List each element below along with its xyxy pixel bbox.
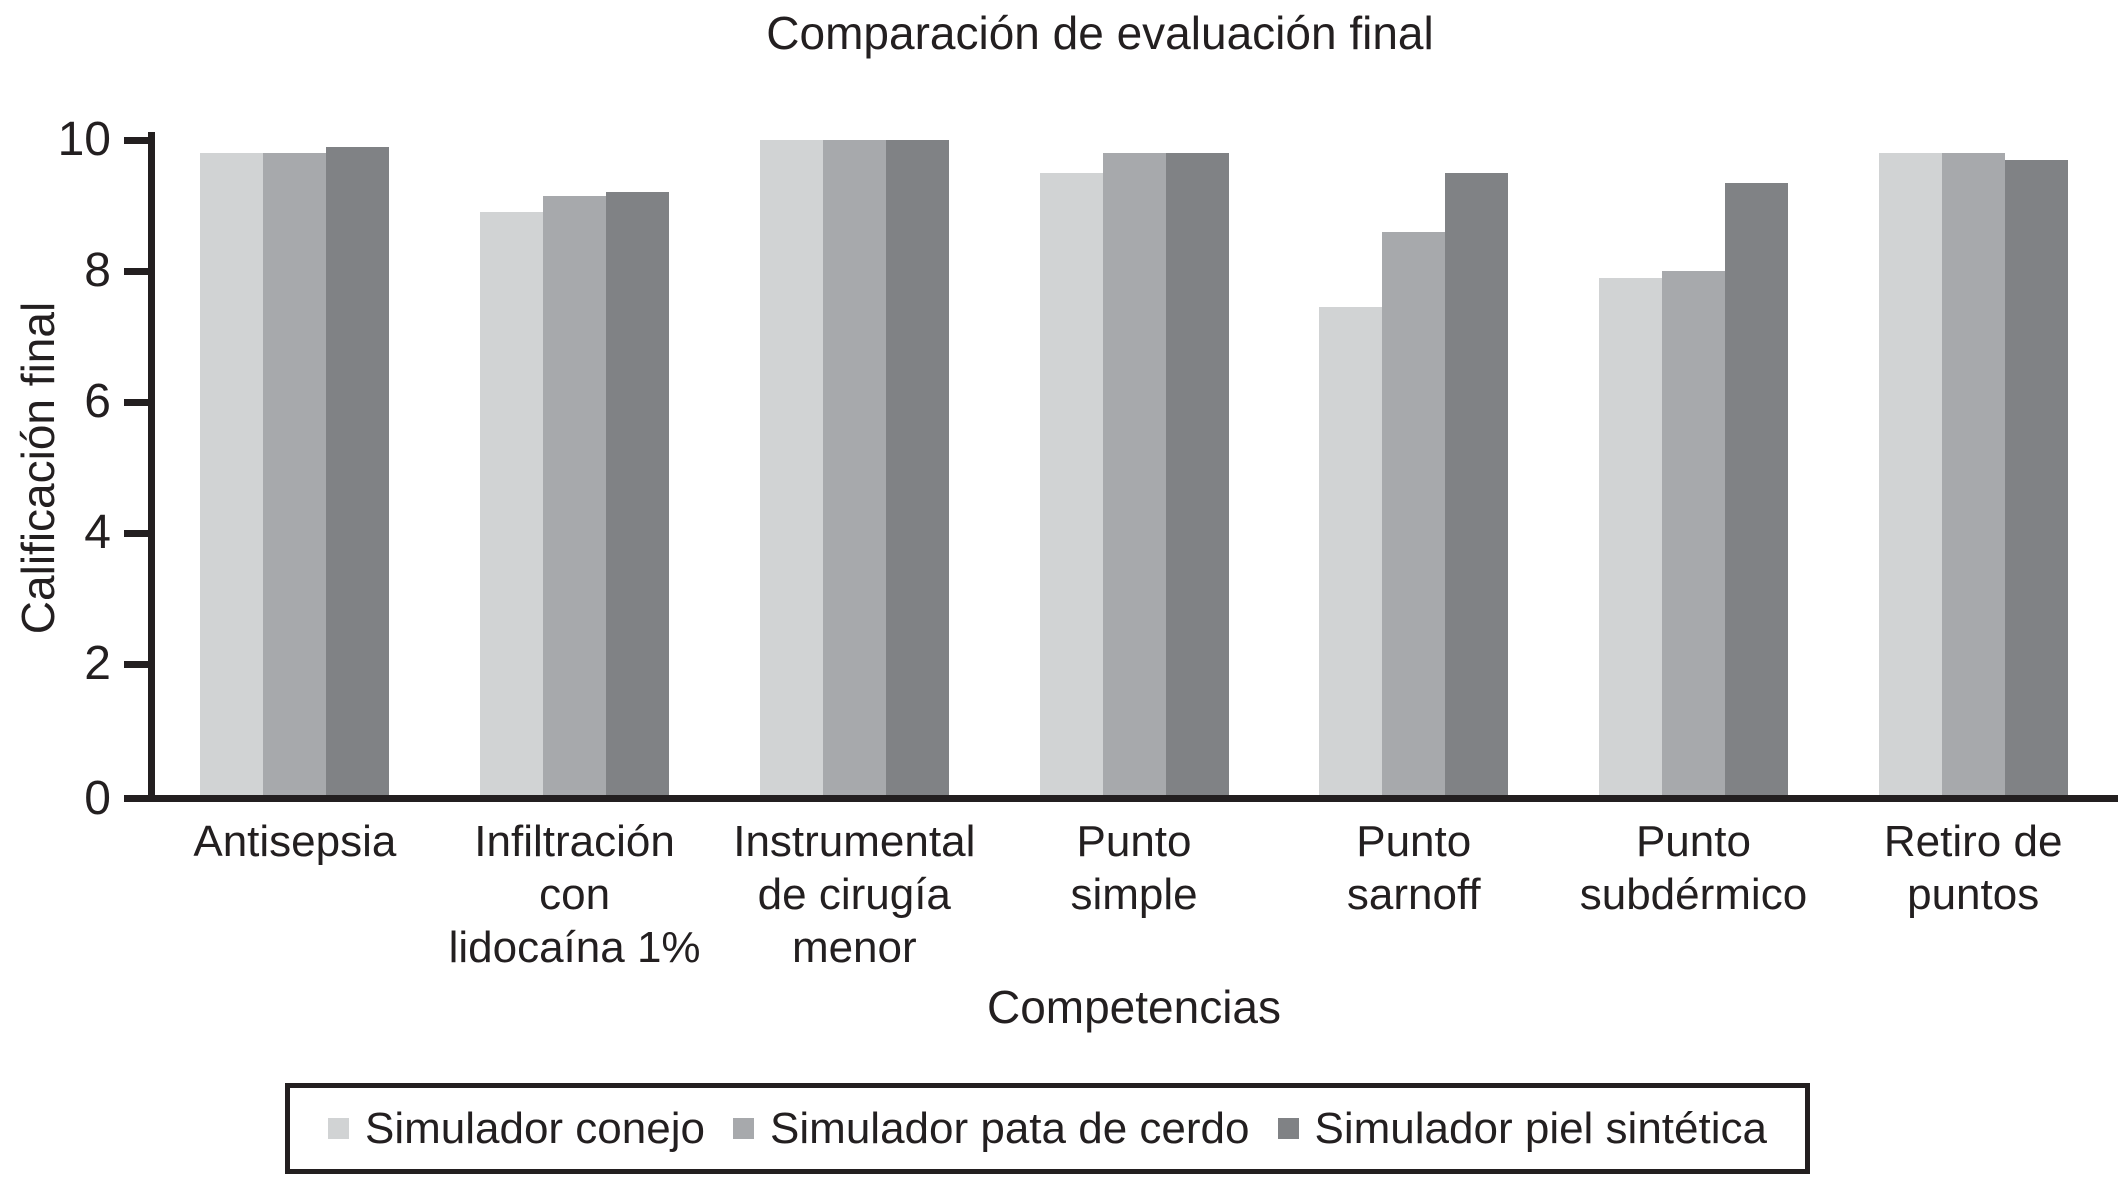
y-tick-label-6: 6 bbox=[84, 375, 111, 428]
y-tick-label-8: 8 bbox=[84, 244, 111, 297]
bar-simulador-pata-de-cerdo-retiro-de-puntos bbox=[1941, 153, 2005, 795]
y-tick-10 bbox=[124, 136, 148, 144]
legend-label: Simulador conejo bbox=[365, 1103, 705, 1153]
legend-item-simulador-pata-de-cerdo: Simulador pata de cerdo bbox=[733, 1104, 1249, 1154]
legend-item-simulador-conejo: Simulador conejo bbox=[328, 1104, 705, 1154]
x-label-infiltracion-con-lidocaina-1: Infiltración con lidocaína 1% bbox=[448, 817, 701, 972]
bar-simulador-piel-sintetica-punto-simple bbox=[1165, 153, 1229, 795]
bar-group-infiltracion-con-lidocaina-1 bbox=[435, 140, 715, 795]
bar-simulador-conejo-punto-simple bbox=[1039, 172, 1103, 795]
bar-group-punto-subdermico bbox=[1554, 140, 1834, 795]
bar-simulador-pata-de-cerdo-infiltracion-con-lidocaina-1 bbox=[543, 195, 607, 795]
legend-swatch-icon bbox=[1277, 1118, 1299, 1139]
legend-label: Simulador pata de cerdo bbox=[770, 1103, 1250, 1153]
y-tick-0 bbox=[124, 795, 148, 802]
bar-simulador-piel-sintetica-punto-subdermico bbox=[1724, 182, 1788, 795]
bar-group-punto-simple bbox=[994, 140, 1274, 795]
legend: Simulador conejo Simulador pata de cerdo S… bbox=[285, 1083, 1810, 1174]
bar-simulador-conejo-infiltracion-con-lidocaina-1 bbox=[480, 212, 544, 795]
legend-item-simulador-piel-sintetica: Simulador piel sintética bbox=[1277, 1103, 1767, 1154]
legend-swatch-icon bbox=[328, 1118, 349, 1139]
y-tick-label-2: 2 bbox=[84, 637, 111, 690]
y-tick-label-10: 10 bbox=[57, 113, 111, 166]
x-label-antisepsia: Antisepsia bbox=[193, 817, 397, 866]
bar-simulador-conejo-antisepsia bbox=[200, 153, 264, 795]
x-axis-line bbox=[148, 795, 2118, 802]
x-label-punto-sarnoff: Punto sarnoff bbox=[1346, 817, 1481, 919]
bar-simulador-pata-de-cerdo-punto-sarnoff bbox=[1382, 231, 1446, 795]
bar-group-antisepsia bbox=[155, 140, 435, 795]
bar-simulador-piel-sintetica-punto-sarnoff bbox=[1445, 172, 1509, 795]
legend-label: Simulador piel sintética bbox=[1314, 1103, 1767, 1153]
y-axis-title: Calificación final bbox=[12, 301, 64, 635]
y-tick-2 bbox=[124, 660, 148, 668]
bar-simulador-pata-de-cerdo-antisepsia bbox=[263, 153, 327, 795]
x-label-punto-subdermico: Punto subdérmico bbox=[1579, 817, 1808, 919]
x-label-retiro-de-puntos: Retiro de puntos bbox=[1883, 817, 2063, 919]
bar-simulador-pata-de-cerdo-punto-simple bbox=[1102, 153, 1166, 795]
bar-simulador-piel-sintetica-infiltracion-con-lidocaina-1 bbox=[606, 192, 670, 795]
y-tick-label-4: 4 bbox=[84, 506, 111, 559]
plot-area: 0 2 4 6 8 10 bbox=[58, 116, 2118, 823]
y-tick-4 bbox=[124, 529, 148, 537]
y-tick-label-0: 0 bbox=[84, 772, 111, 825]
bar-simulador-conejo-instrumental-de-cirugia-menor bbox=[759, 140, 823, 795]
x-label-instrumental-de-cirugia-menor: Instrumental de cirugía menor bbox=[733, 817, 976, 972]
y-axis-line bbox=[148, 132, 155, 795]
y-tick-6 bbox=[124, 398, 148, 406]
x-category-labels: Antisepsia Infiltración con lidocaína 1% I… bbox=[155, 815, 2113, 974]
bar-group-punto-sarnoff bbox=[1274, 140, 1554, 795]
legend-swatch-icon bbox=[733, 1118, 755, 1139]
bar-simulador-piel-sintetica-instrumental-de-cirugia-menor bbox=[885, 140, 949, 795]
bars-row bbox=[155, 140, 2113, 795]
bar-simulador-conejo-retiro-de-puntos bbox=[1878, 153, 1942, 795]
bar-simulador-piel-sintetica-retiro-de-puntos bbox=[2004, 159, 2068, 795]
bar-group-instrumental-de-cirugia-menor bbox=[714, 140, 994, 795]
bar-simulador-piel-sintetica-antisepsia bbox=[326, 146, 390, 795]
x-label-punto-simple: Punto simple bbox=[1070, 817, 1198, 919]
bar-group-retiro-de-puntos bbox=[1833, 140, 2113, 795]
y-tick-8 bbox=[124, 267, 148, 275]
bar-simulador-conejo-punto-sarnoff bbox=[1319, 307, 1383, 795]
bar-simulador-pata-de-cerdo-instrumental-de-cirugia-menor bbox=[822, 140, 886, 795]
chart-title: Comparación de evaluación final bbox=[766, 7, 1434, 59]
bar-simulador-pata-de-cerdo-punto-subdermico bbox=[1661, 271, 1725, 795]
x-axis-title: Competencias bbox=[986, 981, 1282, 1033]
bar-simulador-conejo-punto-subdermico bbox=[1598, 277, 1662, 795]
